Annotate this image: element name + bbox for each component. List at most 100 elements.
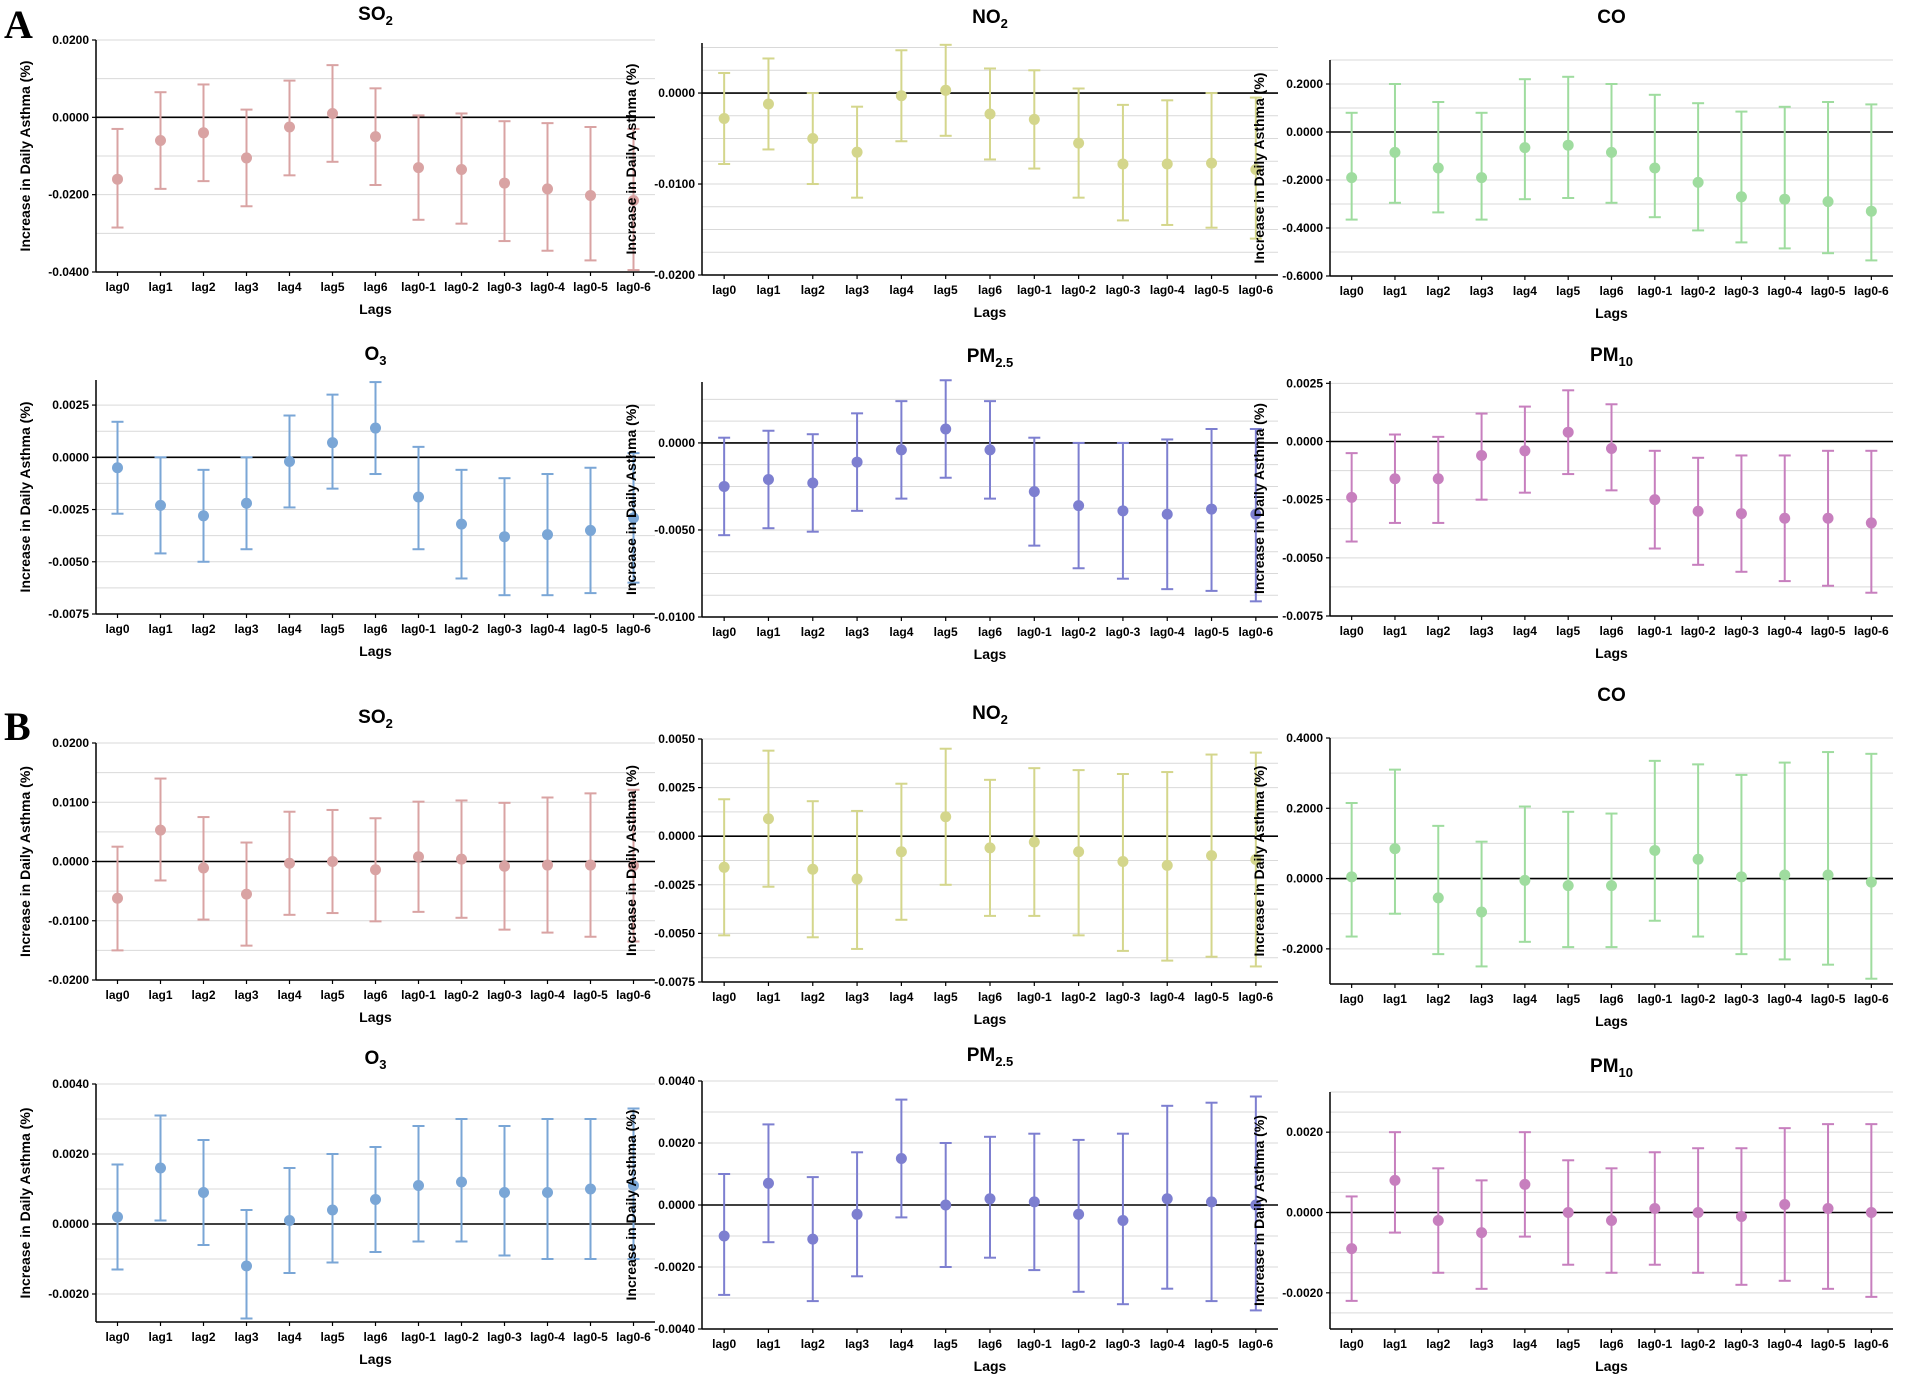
x-tick-label: lag0-2	[444, 280, 479, 294]
data-point	[1822, 512, 1834, 524]
x-tick-label: lag4	[889, 990, 913, 1004]
data-point	[1250, 854, 1262, 866]
chart-title-main: PM	[1590, 345, 1619, 366]
y-axis-label: Increase in Daily Asthma (%)	[623, 1110, 639, 1301]
x-tick-label: lag0-4	[1767, 1337, 1802, 1351]
data-point	[198, 1187, 209, 1198]
x-axis-label: Lags	[974, 646, 1007, 662]
data-point	[1073, 1208, 1085, 1220]
data-point	[718, 861, 730, 873]
chart-title-subscript: 2.5	[995, 355, 1013, 370]
data-point	[1606, 880, 1617, 892]
data-point	[628, 1180, 639, 1191]
y-axis-label: Increase in Daily Asthma (%)	[1251, 766, 1267, 957]
data-point	[1389, 843, 1401, 855]
data-point	[1389, 146, 1401, 158]
y-tick-label: 0.0025	[1286, 376, 1323, 390]
data-point	[1028, 486, 1040, 498]
x-tick-label: lag4	[889, 283, 913, 297]
x-tick-label: lag0-4	[1767, 992, 1802, 1006]
chart-title-main: PM	[1590, 1056, 1619, 1077]
chart-12: -0.0020 0.0000 0.0020 lag0 lag1 lag2 lag3 lag4 l…	[1251, 1056, 1893, 1374]
x-tick-label: lag0-3	[1724, 624, 1759, 638]
x-tick-label: lag0-2	[1681, 1337, 1716, 1351]
data-point	[241, 1260, 252, 1272]
chart-title-main: CO	[1597, 685, 1626, 706]
data-point	[1865, 517, 1877, 529]
x-tick-label: lag2	[801, 1337, 825, 1351]
y-tick-label: -0.4000	[1282, 221, 1323, 235]
chart-title: CO	[1597, 685, 1626, 706]
data-point	[413, 851, 424, 863]
x-tick-label: lag3	[1470, 1337, 1494, 1351]
x-tick-label: lag0-6	[616, 1330, 651, 1344]
data-point	[1117, 505, 1129, 517]
data-point	[895, 1153, 907, 1164]
x-tick-label: lag0-4	[530, 622, 565, 636]
data-point	[1161, 859, 1173, 871]
data-point	[762, 813, 774, 825]
data-point	[155, 1162, 166, 1174]
data-point	[413, 491, 424, 503]
y-tick-label: -0.0020	[654, 1260, 695, 1274]
data-point	[456, 164, 467, 176]
x-tick-label: lag0-4	[1150, 625, 1185, 639]
data-point	[940, 423, 952, 435]
chart-title: SO2	[358, 4, 393, 28]
data-point	[1250, 163, 1262, 175]
y-tick-label: 0.0000	[658, 829, 695, 843]
chart-title: NO2	[972, 703, 1008, 727]
x-tick-label: lag0-4	[530, 1330, 565, 1344]
data-point	[542, 529, 553, 541]
y-tick-label: 0.0050	[658, 732, 695, 746]
x-tick-label: lag0-5	[1811, 1337, 1846, 1351]
data-point	[1562, 139, 1574, 151]
x-tick-label: lag0-3	[1106, 1337, 1141, 1351]
x-tick-label: lag0	[105, 988, 129, 1002]
x-tick-label: lag0-4	[1150, 283, 1185, 297]
data-point	[1692, 853, 1704, 865]
data-point	[1028, 1196, 1040, 1208]
data-point	[1432, 892, 1444, 904]
data-point	[198, 127, 209, 139]
data-point	[499, 1187, 510, 1198]
x-tick-label: lag0-4	[1767, 624, 1802, 638]
chart-title: PM10	[1590, 1056, 1633, 1080]
y-tick-label: -0.0020	[1282, 1286, 1323, 1300]
y-axis-label: Increase in Daily Asthma (%)	[17, 1108, 33, 1299]
data-point	[456, 1176, 467, 1188]
data-point	[1779, 193, 1791, 205]
x-tick-label: lag5	[1556, 1337, 1580, 1351]
x-tick-label: lag6	[1599, 992, 1623, 1006]
y-axis-label: Increase in Daily Asthma (%)	[1251, 73, 1267, 264]
data-point	[1606, 442, 1617, 454]
x-tick-label: lag1	[148, 622, 172, 636]
x-tick-label: lag0-1	[1017, 1337, 1052, 1351]
y-tick-label: -0.0020	[48, 1287, 89, 1301]
x-tick-label: lag0-1	[1637, 624, 1672, 638]
data-point	[1028, 113, 1040, 125]
x-axis-label: Lags	[1595, 305, 1628, 321]
x-tick-label: lag0-3	[1724, 992, 1759, 1006]
y-tick-label: -0.0050	[654, 926, 695, 940]
y-axis-label: Increase in Daily Asthma (%)	[623, 765, 639, 956]
data-point	[1519, 874, 1531, 886]
y-tick-label: 0.0025	[52, 398, 89, 412]
data-point	[155, 135, 166, 147]
data-point	[1649, 162, 1661, 174]
x-tick-label: lag0	[712, 990, 736, 1004]
data-point	[112, 173, 123, 185]
data-point	[241, 152, 252, 164]
x-tick-label: lag0-3	[487, 1330, 522, 1344]
x-tick-label: lag0	[105, 1330, 129, 1344]
data-point	[1117, 1215, 1129, 1226]
x-tick-label: lag1	[148, 988, 172, 1002]
x-tick-label: lag0-1	[401, 280, 436, 294]
x-tick-label: lag0-1	[1017, 990, 1052, 1004]
data-point	[198, 510, 209, 522]
data-point	[1073, 500, 1085, 512]
x-tick-label: lag0-6	[1854, 1337, 1889, 1351]
data-point	[1161, 508, 1173, 520]
y-tick-label: -0.0050	[654, 523, 695, 537]
x-tick-label: lag5	[934, 990, 958, 1004]
